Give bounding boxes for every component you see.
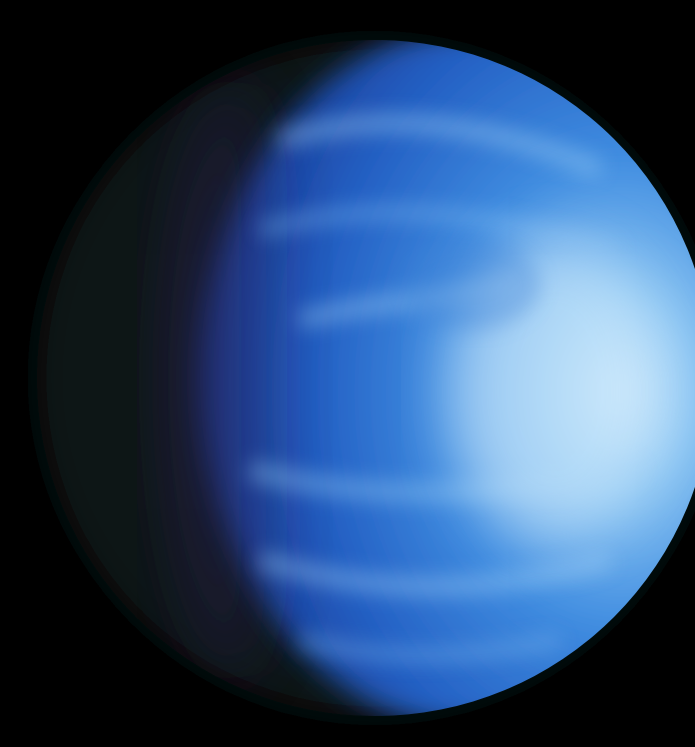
lit-hemisphere	[165, 40, 695, 716]
mottled-patch	[400, 240, 540, 330]
